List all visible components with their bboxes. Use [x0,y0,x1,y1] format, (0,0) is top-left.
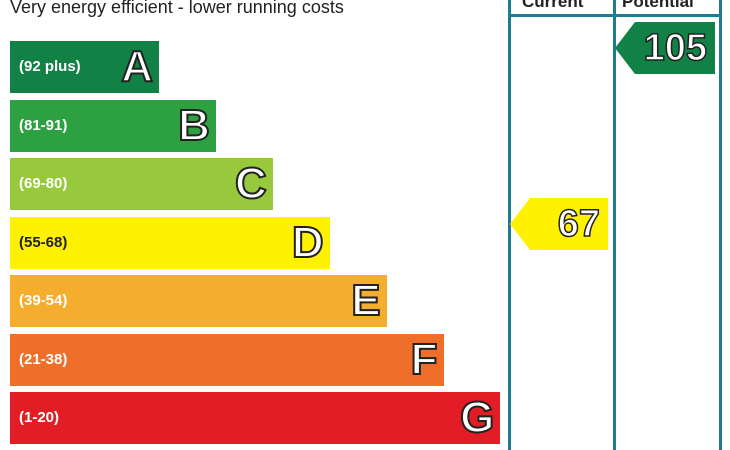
band-f: (21-38) F [10,333,444,386]
column-header-current: Current [522,0,584,11]
band-letter: B [177,100,211,151]
band-letter: D [291,217,325,268]
rating-arrow-potential: 105 [615,22,715,74]
rating-arrow-current: 67 [510,198,608,250]
band-a: (92 plus) A [10,41,159,93]
band-range-label: (21-38) [19,350,68,368]
band-range-label: (92 plus) [19,58,81,75]
band-range-label: (1-20) [19,409,60,426]
band-range-label: (81-91) [19,116,68,134]
band-letter: A [120,41,154,92]
band-letter: F [410,334,439,385]
band-b: (81-91) B [10,99,216,152]
column-divider [508,0,511,450]
chart-caption: Very energy efficient - lower running co… [10,0,344,17]
rating-value: 67 [557,202,601,246]
column-header-potential: Potential [622,0,694,11]
band-g: (1-20) G [10,392,501,444]
band-range-label: (39-54) [19,292,68,309]
band-letter: G [459,392,495,443]
column-divider [719,0,722,450]
band-letter: C [234,158,268,209]
band-c: (69-80) C [10,158,273,210]
column-header-rule [508,14,722,17]
band-range-label: (55-68) [19,233,68,251]
band-range-label: (69-80) [19,175,68,192]
band-e: (39-54) E [10,275,387,327]
rating-value: 105 [643,26,708,70]
column-divider [613,0,616,450]
band-d: (55-68) D [10,216,330,269]
band-letter: E [350,275,381,326]
